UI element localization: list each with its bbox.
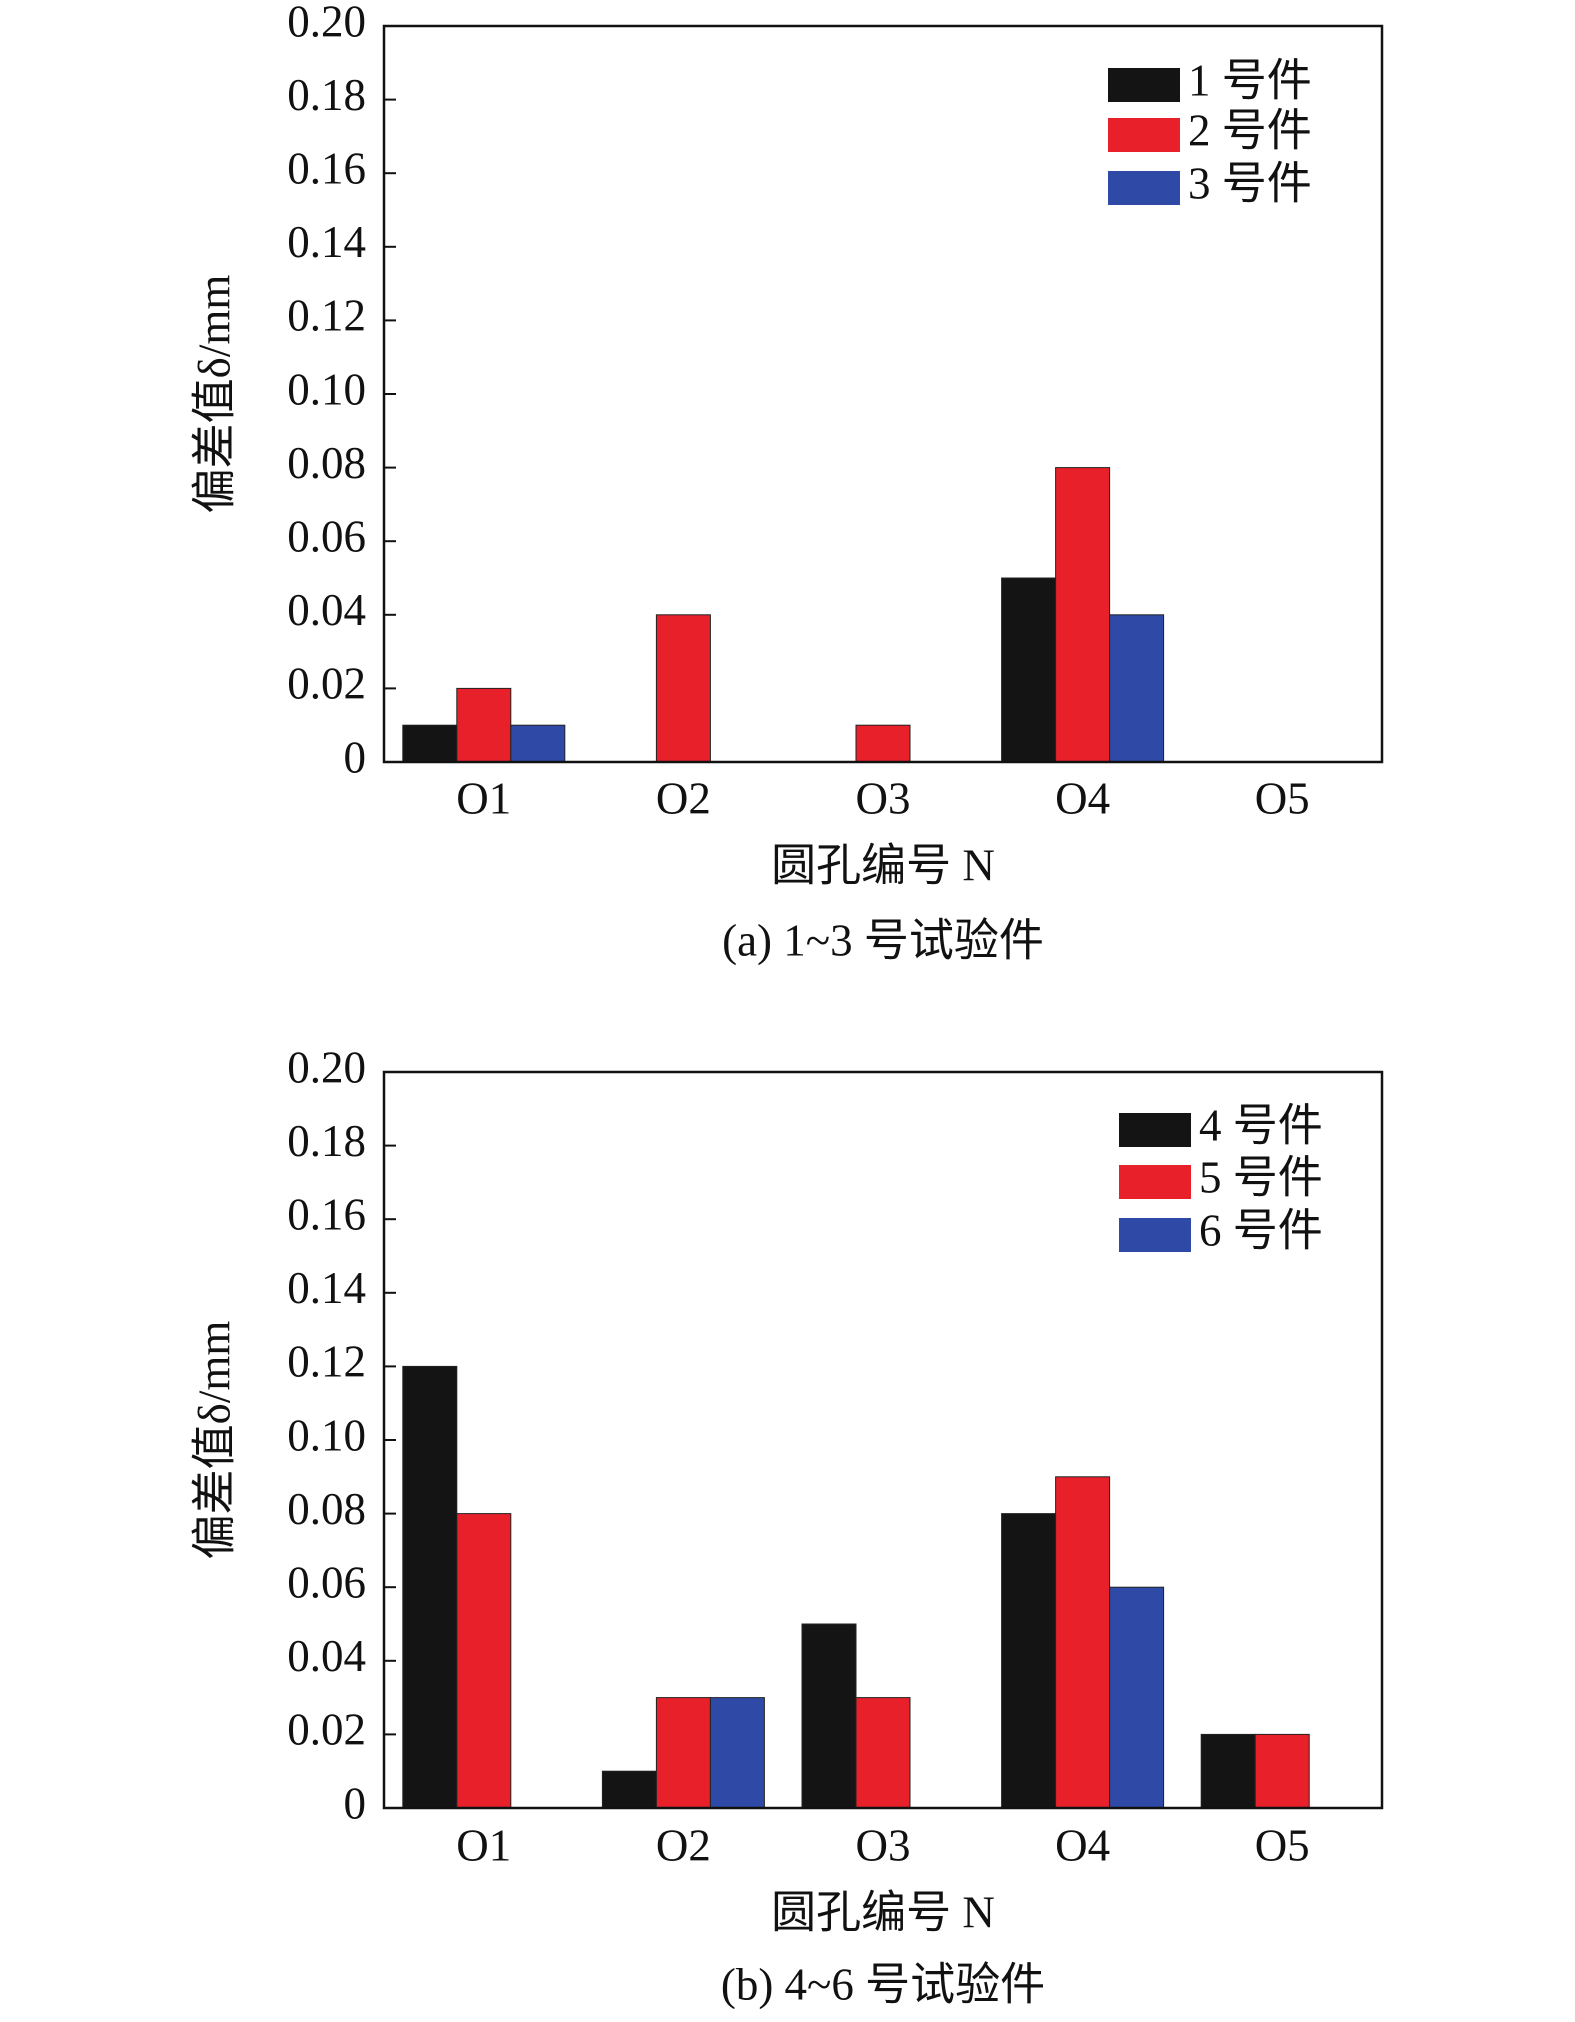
y-tick-label: 0.12 <box>287 291 366 341</box>
y-tick-label: 0.18 <box>287 1116 366 1166</box>
bar <box>1001 1513 1057 1809</box>
bar <box>855 1697 911 1809</box>
bar <box>1109 614 1165 763</box>
y-tick-label: 0.04 <box>287 585 366 635</box>
y-tick-label: 0.16 <box>287 144 366 194</box>
x-axis-title: 圆孔编号 N <box>771 840 995 890</box>
legend-label: 1 号件 <box>1188 55 1312 105</box>
y-tick-label: 0.10 <box>287 364 366 414</box>
y-axis-title: 偏差值δ/mm <box>189 275 239 514</box>
x-tick-label: O4 <box>1055 773 1110 823</box>
bar <box>801 1623 857 1809</box>
caption: (a) 1~3 号试验件 <box>722 915 1044 965</box>
y-axis-title: 偏差值δ/mm <box>189 1321 239 1560</box>
x-tick-label: O4 <box>1055 1820 1110 1870</box>
plot-frame <box>382 24 1384 764</box>
x-tick-label: O2 <box>656 1820 711 1870</box>
bar <box>402 724 458 763</box>
bar <box>655 1697 711 1809</box>
legend-swatch <box>1108 118 1180 152</box>
x-tick-label: O5 <box>1255 1820 1310 1870</box>
legend-swatch <box>1108 171 1180 205</box>
y-tick-label: 0.20 <box>287 1042 366 1092</box>
legend-swatch <box>1119 1165 1191 1199</box>
y-tick-label: 0.08 <box>287 438 366 488</box>
bar <box>1055 1476 1111 1809</box>
legend-label: 6 号件 <box>1199 1205 1323 1255</box>
y-tick-label: 0.04 <box>287 1631 366 1681</box>
y-tick-label: 0.20 <box>287 0 366 46</box>
y-tick-label: 0.02 <box>287 1705 366 1755</box>
caption: (b) 4~6 号试验件 <box>721 1959 1045 2009</box>
y-tick-label: 0.12 <box>287 1337 366 1387</box>
bar <box>601 1770 657 1809</box>
bar <box>456 687 512 763</box>
bar <box>1001 577 1057 763</box>
y-tick-label: 0 <box>344 732 367 782</box>
x-tick-label: O2 <box>656 773 711 823</box>
legend-swatch <box>1108 68 1180 102</box>
x-axis-title: 圆孔编号 N <box>771 1887 995 1937</box>
bar <box>855 724 911 763</box>
y-tick-label: 0.08 <box>287 1484 366 1534</box>
bar <box>1055 467 1111 763</box>
bar <box>709 1697 765 1809</box>
x-tick-label: O3 <box>856 773 911 823</box>
legend-label: 4 号件 <box>1199 1100 1323 1150</box>
x-tick-label: O1 <box>456 1820 511 1870</box>
y-tick-label: 0.06 <box>287 512 366 562</box>
legend-swatch <box>1119 1218 1191 1252</box>
bar <box>1109 1586 1165 1809</box>
x-tick-label: O3 <box>856 1820 911 1870</box>
bar <box>402 1365 458 1809</box>
legend-label: 3 号件 <box>1188 158 1312 208</box>
y-tick-label: 0.06 <box>287 1558 366 1608</box>
bar <box>1254 1733 1310 1809</box>
y-tick-label: 0.16 <box>287 1190 366 1240</box>
bar <box>655 614 711 763</box>
bar <box>456 1513 512 1809</box>
legend-label: 5 号件 <box>1199 1152 1323 1202</box>
bar <box>1200 1733 1256 1809</box>
x-tick-label: O1 <box>456 773 511 823</box>
x-tick-label: O5 <box>1255 773 1310 823</box>
y-tick-label: 0 <box>344 1778 367 1828</box>
y-tick-label: 0.18 <box>287 70 366 120</box>
legend-swatch <box>1119 1113 1191 1147</box>
y-tick-label: 0.14 <box>287 217 366 267</box>
bar <box>510 724 566 763</box>
y-tick-label: 0.10 <box>287 1410 366 1460</box>
legend-label: 2 号件 <box>1188 105 1312 155</box>
y-tick-label: 0.02 <box>287 659 366 709</box>
plot-frame <box>382 1070 1384 1810</box>
y-tick-label: 0.14 <box>287 1263 366 1313</box>
